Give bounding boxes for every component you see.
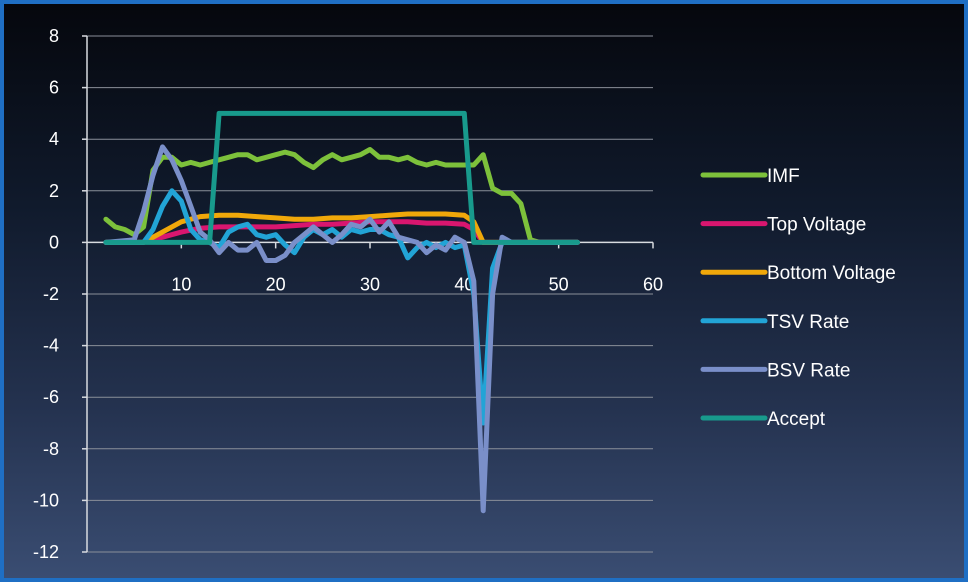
y-tick-label: 8 (49, 26, 59, 46)
legend-label-tsv-rate: TSV Rate (767, 312, 849, 333)
y-tick-label: -4 (43, 336, 59, 356)
legend-label-top-voltage: Top Voltage (767, 215, 866, 236)
legend-label-bsv-rate: BSV Rate (767, 360, 850, 381)
x-tick-label: 50 (549, 274, 569, 294)
y-tick-label: -6 (43, 387, 59, 407)
series-line-imf (103, 147, 580, 245)
y-tick-label: 0 (49, 232, 59, 252)
y-tick-label: -2 (43, 284, 59, 304)
y-tick-label: -12 (33, 542, 59, 562)
x-tick-label: 10 (171, 274, 191, 294)
y-tick-label: 6 (49, 78, 59, 98)
series-line-accept (103, 110, 580, 245)
legend-label-accept: Accept (767, 409, 826, 430)
x-tick-label: 20 (266, 274, 286, 294)
legend-label-imf: IMF (767, 166, 800, 187)
x-tick-label: 60 (643, 274, 663, 294)
series-line-bsv-rate (103, 144, 580, 514)
y-tick-label: -10 (33, 490, 59, 510)
y-tick-label: -8 (43, 439, 59, 459)
y-tick-label: 4 (49, 129, 59, 149)
legend-label-bottom-voltage: Bottom Voltage (767, 263, 896, 284)
y-tick-label: 2 (49, 181, 59, 201)
x-tick-label: 30 (360, 274, 380, 294)
series-line-bottom-voltage (103, 211, 580, 245)
